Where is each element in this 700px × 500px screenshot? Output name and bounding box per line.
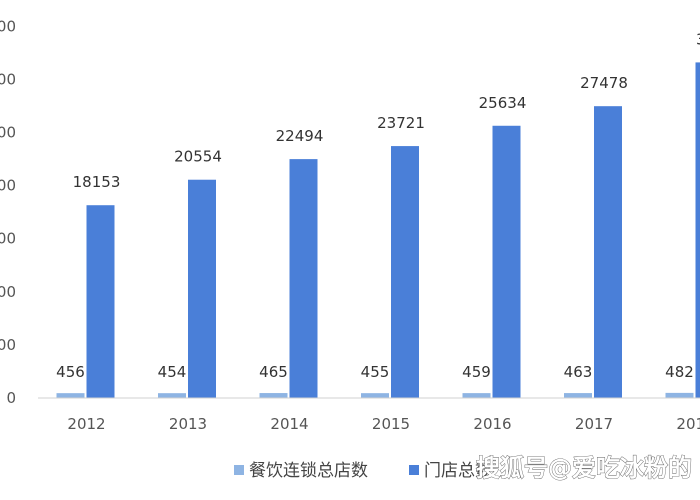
- bar-series-1: [564, 393, 592, 398]
- x-tick-label: 2016: [473, 415, 511, 433]
- legend-swatch: [409, 465, 419, 475]
- x-tick-label: 2018: [676, 415, 700, 433]
- x-tick-label: 2013: [169, 415, 207, 433]
- bar-series-1: [259, 393, 288, 398]
- data-labels: 456 18153 454 20554 465 22494 455 23721 459 25634…: [56, 30, 700, 381]
- y-tick-label: 00: [0, 230, 16, 248]
- data-label-series-1: 459: [462, 363, 491, 381]
- bar-series-1: [462, 393, 491, 398]
- bar-series-1: [361, 393, 389, 398]
- bar-series-2: [492, 125, 521, 399]
- bar-series-2: [695, 62, 700, 399]
- bars: [56, 62, 700, 399]
- x-tick-label: 2012: [67, 415, 105, 433]
- bar-series-1: [158, 393, 186, 398]
- legend-swatch: [234, 465, 244, 475]
- legend: 餐饮连锁总店数 门店总数: [234, 461, 492, 481]
- y-tick-label: 00: [0, 336, 16, 354]
- data-label-series-2: 27478: [580, 74, 628, 92]
- bar-series-2: [594, 106, 622, 398]
- watermark-text: 搜狐号@爱吃冰粉的: [476, 454, 692, 482]
- data-label-series-1: 456: [56, 363, 85, 381]
- x-tick-label: 2014: [270, 415, 308, 433]
- x-tick-label: 2015: [372, 415, 410, 433]
- bar-series-2: [391, 146, 419, 398]
- data-label-series-2: 18153: [73, 173, 121, 191]
- y-tick-label: 0: [6, 389, 16, 407]
- y-tick-label: 00: [0, 283, 16, 301]
- y-tick-label: 00: [0, 70, 16, 88]
- data-label-series-2: 23721: [377, 114, 425, 132]
- bar-series-2: [188, 179, 216, 398]
- data-label-series-1: 454: [158, 363, 187, 381]
- legend-label: 餐饮连锁总店数: [249, 461, 368, 481]
- data-label-series-2: 31: [696, 30, 700, 48]
- x-tick-label: 2017: [575, 415, 613, 433]
- data-label-series-2: 20554: [174, 148, 222, 166]
- bar-series-2: [289, 159, 318, 398]
- bar-series-1: [665, 392, 694, 398]
- data-label-series-1: 482: [665, 363, 694, 381]
- bar-series-1: [56, 393, 85, 398]
- legend-label: 门店总数: [424, 461, 492, 481]
- data-label-series-1: 463: [564, 363, 593, 381]
- data-label-series-2: 22494: [276, 127, 324, 145]
- y-tick-label: 00: [0, 177, 16, 195]
- y-tick-label: 00: [0, 124, 16, 142]
- data-label-series-1: 465: [259, 363, 288, 381]
- x-axis-ticks: 2012 2013 2014 2015 2016 2017 2018: [67, 415, 700, 433]
- data-label-series-2: 25634: [479, 94, 527, 112]
- data-label-series-1: 455: [361, 363, 390, 381]
- y-tick-label: 00: [0, 17, 16, 35]
- bar-series-2: [86, 205, 115, 398]
